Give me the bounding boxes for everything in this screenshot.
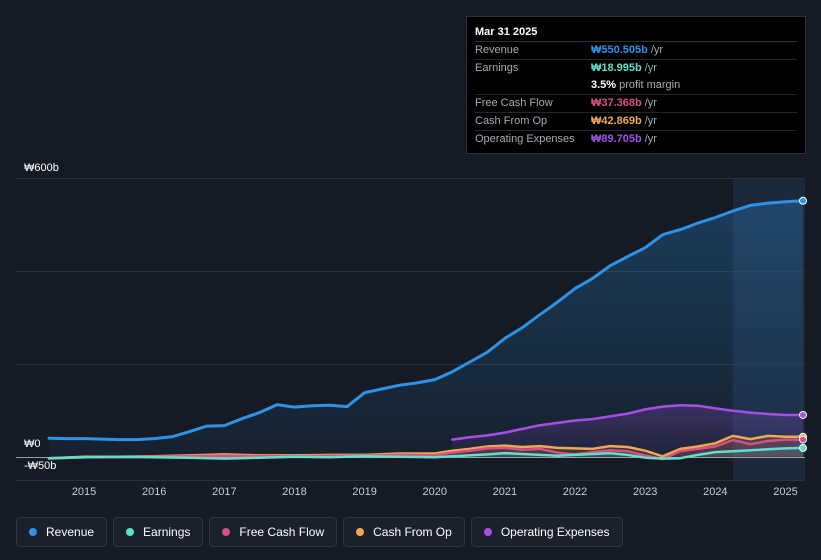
tooltip-label: Operating Expenses (475, 133, 575, 145)
y-axis-top-label: ₩600b (24, 162, 59, 174)
x-tick-label: 2019 (352, 486, 376, 498)
tooltip-value: ₩42.869b (591, 115, 642, 127)
tooltip-label: Free Cash Flow (475, 97, 553, 109)
x-tick-label: 2022 (563, 486, 587, 498)
tooltip-value: ₩89.705b (591, 133, 642, 145)
tooltip-label: Revenue (475, 44, 520, 56)
legend-item-revenue[interactable]: Revenue (16, 517, 108, 547)
tooltip-row-opex: Operating Expenses ₩89.705b /yr (475, 131, 797, 148)
series-end-marker-operating-expenses (799, 410, 807, 419)
tooltip-row-margin: 3.5% profit margin (475, 77, 797, 95)
x-tick-label: 2025 (773, 486, 797, 498)
x-tick-label: 2020 (423, 486, 447, 498)
x-tick-label: 2017 (212, 486, 236, 498)
x-tick-label: 2023 (633, 486, 657, 498)
legend-label: Revenue (46, 525, 95, 539)
tooltip-label-spacer (475, 77, 591, 94)
x-tick-label: 2024 (703, 486, 727, 498)
series-end-marker-revenue (799, 196, 807, 205)
tooltip-date: Mar 31 2025 (475, 23, 797, 42)
y-axis-bottom-label: -₩50b (24, 460, 56, 472)
tooltip-row-revenue: Revenue ₩550.505b /yr (475, 42, 797, 60)
tooltip-row-cfo: Cash From Op ₩42.869b /yr (475, 113, 797, 131)
series-line-operating-expenses (451, 403, 805, 441)
profit-margin-value: 3.5% (591, 79, 617, 91)
chart-legend: Revenue Earnings Free Cash Flow Cash Fro… (16, 517, 623, 547)
legend-label: Free Cash Flow (239, 525, 325, 539)
tooltip-unit: /yr (650, 44, 664, 56)
series-line-revenue (47, 199, 805, 442)
x-tick-label: 2021 (493, 486, 517, 498)
legend-label: Operating Expenses (500, 525, 610, 539)
tooltip-unit: /yr (644, 97, 657, 109)
tooltip-label: Earnings (475, 62, 519, 74)
legend-item-free-cash-flow[interactable]: Free Cash Flow (209, 517, 338, 547)
series-area-earnings (49, 447, 803, 459)
series-line-free-cash-flow (47, 438, 805, 461)
tooltip-row-earnings: Earnings ₩18.995b /yr (475, 60, 797, 77)
tooltip-value: ₩37.368b (591, 97, 642, 109)
legend-dot-icon (222, 528, 231, 536)
legend-dot-icon (29, 528, 37, 536)
legend-item-operating-expenses[interactable]: Operating Expenses (470, 517, 623, 547)
tooltip-unit: /yr (644, 133, 657, 145)
legend-label: Cash From Op (373, 525, 452, 539)
legend-dot-icon (126, 528, 135, 536)
y-axis-zero-label: ₩0 (24, 438, 41, 450)
x-tick-label: 2015 (72, 486, 96, 498)
tooltip-unit: /yr (644, 115, 657, 127)
x-tick-label: 2016 (142, 486, 166, 498)
x-axis: 2015 2016 2017 2018 2019 2020 2021 2022 2023 2024… (72, 486, 798, 498)
tooltip-unit: /yr (644, 62, 657, 74)
legend-label: Earnings (143, 525, 191, 539)
series-line-earnings (47, 446, 805, 460)
plot-area (16, 178, 807, 481)
legend-dot-icon (483, 528, 492, 536)
legend-dot-icon (356, 528, 365, 536)
tooltip-label: Cash From Op (475, 115, 548, 127)
x-tick-label: 2018 (282, 486, 306, 498)
series-end-marker-free-cash-flow (799, 435, 807, 444)
tooltip-value: ₩550.505b (591, 44, 648, 56)
chart-svg: 2015 2016 2017 2018 2019 2020 2021 2022 2023 2024… (16, 162, 807, 498)
tooltip-row-fcf: Free Cash Flow ₩37.368b /yr (475, 95, 797, 113)
tooltip-value: ₩18.995b (591, 62, 642, 74)
tooltip-card: Mar 31 2025 Revenue ₩550.505b /yr Earnin… (466, 16, 806, 154)
legend-item-earnings[interactable]: Earnings (113, 517, 204, 547)
profit-margin-text: profit margin (619, 79, 681, 91)
series-end-marker-earnings (799, 443, 807, 452)
legend-item-cash-from-op[interactable]: Cash From Op (343, 517, 465, 547)
